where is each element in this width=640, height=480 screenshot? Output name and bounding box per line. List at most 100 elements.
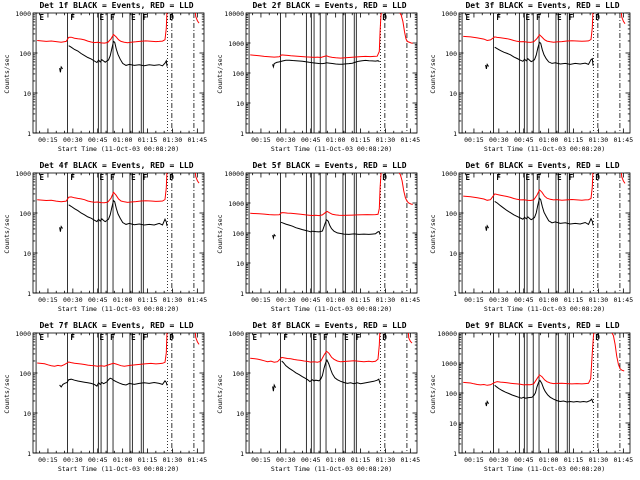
y-tick-label: 10: [236, 409, 244, 418]
flag-lines: [35, 173, 195, 293]
x-tick-label: 01:15: [137, 456, 158, 464]
flag-lines: [248, 13, 408, 133]
flag-letter-E: E: [252, 333, 257, 342]
flag-letter-E: E: [465, 13, 470, 22]
y-tick-label: 1: [240, 449, 244, 458]
flag-letter-E: E: [312, 333, 317, 342]
flag-letter-E: E: [557, 173, 562, 182]
x-tick-label: 01:15: [350, 136, 371, 144]
x-tick-label: 01:00: [112, 456, 133, 464]
x-tick-label: 00:15: [464, 136, 484, 144]
y-tick-label: 10000: [224, 169, 244, 178]
x-tick-label: 00:30: [63, 296, 83, 304]
flag-letter-E: E: [131, 173, 136, 182]
x-axis-label: Start Time (11-Oct-03 00:08:20): [57, 305, 180, 313]
plot-title: Det 7f BLACK = Events, RED = LLD: [39, 321, 194, 330]
x-tick-label: 00:30: [276, 456, 296, 464]
x-tick-label: 01:45: [187, 456, 208, 464]
y-tick-label: 1000: [228, 329, 244, 338]
axes: [32, 332, 205, 454]
x-tick-label: 01:00: [325, 136, 346, 144]
x-tick-label: 01:45: [613, 456, 634, 464]
x-tick-label: 01:15: [350, 456, 371, 464]
series-events: [272, 218, 381, 240]
x-tick-label: 01:00: [112, 296, 133, 304]
x-tick-label: 01:00: [325, 296, 346, 304]
flag-lines: [461, 173, 621, 293]
flag-letter-F: F: [70, 173, 75, 182]
flag-lines: [461, 333, 621, 453]
series-events: [485, 41, 594, 70]
plot-title: Det 4f BLACK = Events, RED = LLD: [39, 161, 194, 170]
y-tick-label: 100: [19, 209, 31, 218]
series-lld: [463, 173, 626, 202]
y-tick-label: 1000: [441, 169, 457, 178]
flag-letter-E: E: [465, 173, 470, 182]
flag-letter-F: F: [143, 173, 148, 182]
x-tick-label: 01:15: [350, 296, 371, 304]
series-lld: [250, 173, 413, 217]
x-tick-label: 01:30: [162, 456, 183, 464]
y-tick-label: 10: [23, 409, 31, 418]
plot-title: Det 8f BLACK = Events, RED = LLD: [252, 321, 407, 330]
x-tick-label: 01:15: [563, 296, 584, 304]
y-tick-label: 1: [453, 129, 457, 138]
y-tick-label: 100: [232, 369, 244, 378]
flag-letter-F: F: [110, 333, 115, 342]
flag-letter-F: F: [70, 13, 75, 22]
plot-title: Det 6f BLACK = Events, RED = LLD: [465, 161, 620, 170]
flag-letter-F: F: [569, 173, 574, 182]
y-tick-label: 1000: [15, 329, 31, 338]
series-events: [59, 199, 168, 232]
x-tick-label: 01:45: [400, 136, 421, 144]
flag-lines: [248, 333, 408, 453]
x-tick-label: 01:00: [538, 456, 559, 464]
flag-letter-E: E: [525, 13, 530, 22]
subplot-det-4f: Det 4f BLACK = Events, RED = LLD Counts/…: [0, 160, 213, 320]
y-tick-label: 1000: [441, 359, 457, 368]
x-axis-label: Start Time (11-Oct-03 00:08:20): [270, 305, 393, 313]
y-tick-label: 1: [240, 129, 244, 138]
subplot-det-8f: Det 8f BLACK = Events, RED = LLD Counts/…: [213, 320, 426, 480]
y-tick-label: 100: [19, 49, 31, 58]
y-tick-label: 10: [236, 259, 244, 268]
plot-title: Det 5f BLACK = Events, RED = LLD: [252, 161, 407, 170]
flag-letter-E: E: [131, 13, 136, 22]
flag-letter-F: F: [143, 333, 148, 342]
series-lld: [250, 333, 413, 363]
y-tick-label: 100: [232, 69, 244, 78]
x-tick-label: 01:15: [563, 456, 584, 464]
x-tick-label: 00:15: [38, 136, 58, 144]
x-tick-label: 01:15: [137, 296, 158, 304]
axes: [32, 172, 205, 294]
y-tick-label: 1000: [228, 199, 244, 208]
x-tick-label: 01:30: [375, 136, 396, 144]
y-tick-label: 10: [449, 249, 457, 258]
x-tick-label: 01:15: [563, 136, 584, 144]
series-events: [485, 379, 594, 407]
flag-letter-F: F: [496, 13, 501, 22]
plot-title: Det 1f BLACK = Events, RED = LLD: [39, 1, 194, 10]
series-lld: [250, 13, 413, 59]
y-tick-label: 1000: [228, 39, 244, 48]
flag-letter-F: F: [283, 333, 288, 342]
x-tick-label: 00:45: [513, 456, 534, 464]
x-tick-label: 01:15: [137, 136, 158, 144]
axes: [245, 172, 418, 294]
y-tick-label: 100: [19, 369, 31, 378]
x-tick-label: 01:30: [375, 456, 396, 464]
x-tick-label: 00:45: [513, 296, 534, 304]
flag-letter-F: F: [496, 173, 501, 182]
x-tick-label: 00:15: [464, 456, 484, 464]
x-axis-label: Start Time (11-Oct-03 00:08:20): [483, 305, 606, 313]
subplot-det-2f: Det 2f BLACK = Events, RED = LLD Counts/…: [213, 0, 426, 160]
flag-letter-D: D: [595, 13, 600, 22]
x-tick-label: 00:30: [63, 136, 83, 144]
flag-letter-D: D: [169, 333, 174, 342]
y-tick-label: 100: [445, 389, 457, 398]
